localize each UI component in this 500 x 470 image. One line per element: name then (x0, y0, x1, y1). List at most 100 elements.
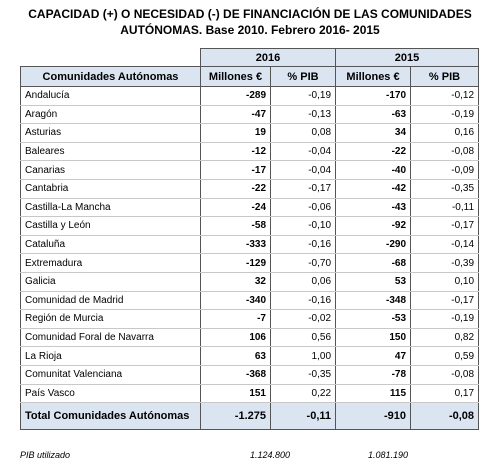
region-cell: Extremadura (20, 253, 201, 273)
data-table: 2016 2015 Comunidades Autónomas Millones … (20, 48, 480, 431)
value-cell: -289 (200, 86, 271, 106)
data-row: La Rioja 63 1,00 47 0,59 (20, 346, 480, 366)
value-cell: -0,08 (410, 142, 480, 162)
data-row: Castilla y León -58 -0,10 -92 -0,17 (20, 216, 480, 236)
region-cell: Comunitat Valenciana (20, 365, 201, 385)
footer-value: 1.124.800 (250, 450, 291, 460)
value-cell: -24 (200, 198, 271, 218)
value-cell: 0,56 (269, 328, 337, 348)
region-cell: Aragón (20, 105, 201, 125)
value-cell: 34 (335, 123, 412, 143)
region-cell: Región de Murcia (20, 309, 201, 329)
year-header: 2015 (335, 48, 480, 67)
region-cell: País Vasco (20, 384, 201, 404)
region-cell: Galicia (20, 272, 201, 292)
year-row: 2016 2015 (20, 48, 480, 67)
value-cell: -68 (335, 253, 412, 273)
value-cell: 63 (200, 346, 271, 366)
footer-label: PIB utilizado (20, 450, 71, 460)
data-row: Canarias -17 -0,04 -40 -0,09 (20, 160, 480, 180)
data-row: Extremadura -129 -0,70 -68 -0,39 (20, 253, 480, 273)
data-row: Comunitat Valenciana -368 -0,35 -78 -0,08 (20, 365, 480, 385)
region-cell: Andalucía (20, 86, 201, 106)
value-cell: -333 (200, 235, 271, 255)
total-value: -0,11 (269, 402, 337, 431)
value-cell: -22 (335, 142, 412, 162)
value-cell: -40 (335, 160, 412, 180)
value-cell: -0,04 (269, 160, 337, 180)
value-cell: 0,22 (269, 384, 337, 404)
value-cell: -129 (200, 253, 271, 273)
value-cell: -368 (200, 365, 271, 385)
column-header-row: Comunidades Autónomas Millones €% PIB Mill… (20, 66, 480, 87)
value-cell: -0,35 (410, 179, 480, 199)
column-header: % PIB (269, 66, 337, 87)
value-cell: -0,19 (410, 105, 480, 125)
title-line: AUTÓNOMAS. Base 2010. Febrero 2016- 2015 (120, 23, 380, 37)
value-cell: 115 (335, 384, 412, 404)
value-cell: -92 (335, 216, 412, 236)
data-row: País Vasco 151 0,22 115 0,17 (20, 384, 480, 404)
value-cell: -0,09 (410, 160, 480, 180)
value-cell: -42 (335, 179, 412, 199)
year-header: 2016 (199, 48, 337, 67)
column-header: Millones € (200, 66, 271, 87)
value-cell: 150 (335, 328, 412, 348)
region-cell: Comunidad de Madrid (20, 291, 201, 311)
value-cell: 0,06 (269, 272, 337, 292)
value-cell: -0,19 (269, 86, 337, 106)
data-row: Cataluña -333 -0,16 -290 -0,14 (20, 235, 480, 255)
value-cell: 0,17 (410, 384, 480, 404)
value-cell: -17 (200, 160, 271, 180)
data-row: Galicia 32 0,06 53 0,10 (20, 272, 480, 292)
data-row: Castilla-La Mancha -24 -0,06 -43 -0,11 (20, 198, 480, 218)
value-cell: -0,08 (410, 365, 480, 385)
value-cell: -170 (335, 86, 412, 106)
title-line: CAPACIDAD (+) O NECESIDAD (-) DE FINANCI… (28, 7, 472, 21)
value-cell: 53 (335, 272, 412, 292)
column-header: Comunidades Autónomas (20, 66, 201, 87)
data-row: Andalucía -289 -0,19 -170 -0,12 (20, 86, 480, 106)
column-header: % PIB (410, 66, 480, 87)
value-cell: -0,02 (269, 309, 337, 329)
data-row: Asturias 19 0,08 34 0,16 (20, 123, 480, 143)
title: CAPACIDAD (+) O NECESIDAD (-) DE FINANCI… (0, 6, 500, 38)
region-cell: Cataluña (20, 235, 201, 255)
value-cell: 0,10 (410, 272, 480, 292)
value-cell: -0,04 (269, 142, 337, 162)
footer-value: 1.081.190 (368, 450, 409, 460)
value-cell: -63 (335, 105, 412, 125)
data-row: Baleares -12 -0,04 -22 -0,08 (20, 142, 480, 162)
value-cell: -0,17 (410, 216, 480, 236)
value-cell: 151 (200, 384, 271, 404)
total-value: -910 (335, 402, 412, 431)
value-cell: -53 (335, 309, 412, 329)
value-cell: -7 (200, 309, 271, 329)
region-cell: Asturias (20, 123, 201, 143)
data-row: Región de Murcia -7 -0,02 -53 -0,19 (20, 309, 480, 329)
value-cell: -340 (200, 291, 271, 311)
value-cell: 0,08 (269, 123, 337, 143)
value-cell: -0,14 (410, 235, 480, 255)
region-cell: Castilla y León (20, 216, 201, 236)
value-cell: -47 (200, 105, 271, 125)
region-cell: La Rioja (20, 346, 201, 366)
value-cell: -22 (200, 179, 271, 199)
value-cell: -0,06 (269, 198, 337, 218)
total-label: Total Comunidades Autónomas (20, 402, 201, 431)
value-cell: -0,70 (269, 253, 337, 273)
value-cell: 1,00 (269, 346, 337, 366)
data-row: Aragón -47 -0,13 -63 -0,19 (20, 105, 480, 125)
value-cell: -0,10 (269, 216, 337, 236)
value-cell: -12 (200, 142, 271, 162)
value-cell: -0,39 (410, 253, 480, 273)
value-cell: -58 (200, 216, 271, 236)
blank-cell (20, 48, 201, 67)
value-cell: -348 (335, 291, 412, 311)
column-header: Millones € (335, 66, 412, 87)
value-cell: -78 (335, 365, 412, 385)
value-cell: -0,16 (269, 235, 337, 255)
region-cell: Canarias (20, 160, 201, 180)
data-row: Cantabria -22 -0,17 -42 -0,35 (20, 179, 480, 199)
value-cell: -0,11 (410, 198, 480, 218)
